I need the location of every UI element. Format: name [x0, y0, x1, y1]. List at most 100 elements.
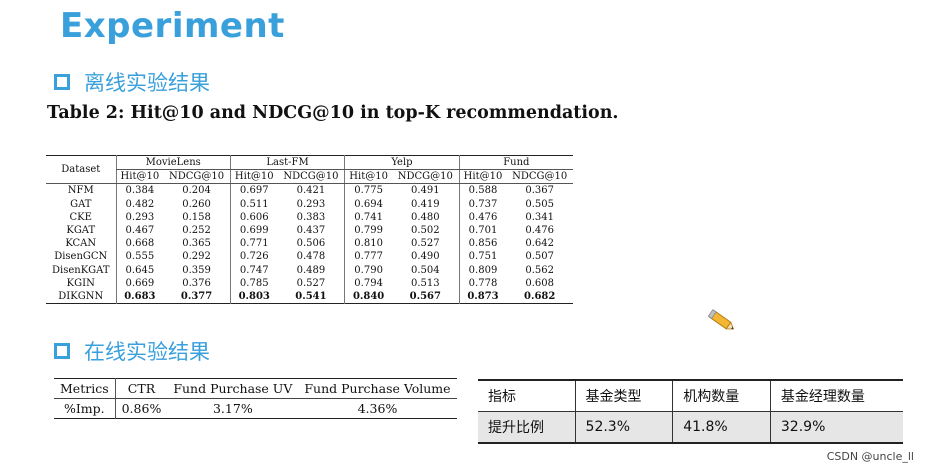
model-name-cell: NFM	[67, 185, 94, 197]
watermark: CSDN @uncle_ll	[826, 450, 914, 463]
online-cell: 0.86%	[114, 398, 168, 419]
score-cell: 0.482	[115, 197, 164, 211]
score-cell: 0.694	[344, 197, 392, 211]
table-row: GAT 0.482 0.260 0.511 0.293 0.694 0.419 0.737 0.…	[46, 197, 573, 211]
score-cell: 0.480	[410, 211, 440, 223]
score-cell: 0.505	[525, 198, 554, 210]
metric-header: Hit@10	[344, 169, 392, 185]
score-cell: 0.377	[180, 290, 213, 302]
score-cell: 0.511	[229, 197, 278, 211]
score-cell: 0.527	[296, 277, 326, 289]
score-cell: 0.489	[296, 264, 326, 276]
table-row: NFM 0.384 0.204 0.697 0.421 0.775 0.491 0.588 0.…	[46, 183, 573, 198]
score-cell: 0.293	[296, 198, 326, 210]
score-cell: 0.737	[458, 197, 507, 211]
score-cell: 0.588	[458, 183, 507, 198]
cn-header-cell: 指标	[478, 380, 576, 412]
score-cell: 0.383	[296, 211, 326, 223]
metric-header: Hit@10	[229, 169, 278, 185]
score-cell: 0.365	[182, 238, 211, 250]
score-cell: 0.799	[344, 223, 392, 238]
square-bullet-icon	[54, 74, 70, 90]
score-cell: 0.567	[409, 290, 441, 302]
score-cell: 0.341	[525, 211, 554, 223]
score-cell: 0.252	[182, 225, 211, 237]
score-cell: 0.726	[229, 250, 278, 264]
score-cell: 0.809	[458, 263, 507, 277]
table-row: DisenGCN 0.555 0.292 0.726 0.478 0.777 0.490 0.…	[46, 250, 573, 264]
score-cell: 0.527	[410, 238, 440, 250]
score-cell: 0.747	[229, 263, 278, 277]
online-cell: 4.36%	[357, 401, 398, 416]
offline-section-heading: 离线实验结果	[54, 67, 210, 97]
score-cell: 0.790	[344, 263, 392, 277]
score-cell: 0.376	[182, 277, 211, 289]
model-name-cell: KGAT	[66, 225, 96, 237]
online-header: Fund Purchase Volume	[298, 378, 457, 399]
table-row: KGIN 0.669 0.376 0.785 0.527 0.794 0.513 0.778 0…	[46, 276, 573, 290]
score-cell: 0.771	[229, 237, 278, 251]
score-cell: 0.562	[525, 264, 554, 276]
score-cell: 0.293	[115, 210, 164, 224]
pencil-icon	[707, 309, 735, 330]
table-row: DIKGNN 0.683 0.377 0.803 0.541 0.840 0.567 0.87…	[46, 289, 573, 304]
score-cell: 0.507	[525, 251, 554, 263]
score-cell: 0.856	[458, 237, 507, 251]
score-cell: 0.384	[115, 183, 164, 198]
cn-value-cell: 提升比例	[478, 411, 576, 443]
metric-header: NDCG@10	[277, 169, 345, 185]
score-cell: 0.541	[295, 290, 327, 302]
metric-header: Hit@10	[458, 169, 507, 185]
score-cell: 0.419	[410, 198, 440, 210]
score-cell: 0.204	[182, 185, 211, 197]
cn-value-cell: 52.3%	[574, 411, 673, 443]
score-cell: 0.555	[115, 250, 164, 264]
score-cell: 0.490	[410, 251, 440, 263]
score-cell: 0.478	[296, 251, 326, 263]
score-cell: 0.476	[525, 225, 554, 237]
score-cell: 0.873	[458, 289, 507, 304]
score-cell: 0.606	[229, 210, 278, 224]
score-cell: 0.778	[458, 276, 507, 290]
model-name-cell: KCAN	[65, 238, 97, 250]
online-header: Fund Purchase UV	[167, 378, 299, 399]
score-cell: 0.697	[229, 183, 278, 198]
results-table: Dataset MovieLens Last-FM Yelp Fund Hit@…	[46, 155, 573, 305]
online-header: Metrics	[54, 378, 116, 399]
online-section-heading: 在线实验结果	[54, 336, 210, 366]
page-title: Experiment	[60, 6, 285, 46]
score-cell: 0.608	[525, 277, 554, 289]
cn-value-cell: 41.8%	[672, 411, 771, 443]
score-cell: 0.794	[344, 276, 392, 290]
score-cell: 0.421	[296, 185, 326, 197]
score-cell: 0.437	[296, 225, 326, 237]
score-cell: 0.513	[410, 277, 440, 289]
score-cell: 0.467	[115, 223, 164, 238]
model-name-cell: CKE	[69, 211, 92, 223]
score-cell: 0.642	[525, 238, 554, 250]
square-bullet-icon	[54, 343, 70, 359]
model-name-cell: DisenGCN	[54, 251, 108, 263]
offline-section-label: 离线实验结果	[84, 71, 210, 95]
table-row: KGAT 0.467 0.252 0.699 0.437 0.799 0.502 0.701 0…	[46, 223, 573, 238]
score-cell: 0.669	[115, 276, 164, 290]
metric-header: NDCG@10	[163, 169, 231, 185]
model-name-cell: GAT	[70, 198, 92, 210]
score-cell: 0.699	[229, 223, 278, 238]
online-cell: %Imp.	[63, 401, 105, 416]
score-cell: 0.506	[296, 238, 326, 250]
score-cell: 0.777	[344, 250, 392, 264]
online-header: CTR	[114, 378, 168, 399]
score-cell: 0.701	[458, 223, 507, 238]
group-header: MovieLens	[115, 155, 231, 171]
score-cell: 0.741	[344, 210, 392, 224]
score-cell: 0.292	[182, 251, 211, 263]
table-row: CKE 0.293 0.158 0.606 0.383 0.741 0.480 0.476 0.…	[46, 210, 573, 224]
model-name-cell: DIKGNN	[58, 290, 104, 302]
score-cell: 0.158	[182, 211, 211, 223]
cn-header-cell: 基金类型	[574, 380, 673, 412]
score-cell: 0.803	[229, 289, 278, 304]
cn-value-cell: 32.9%	[769, 411, 903, 443]
score-cell: 0.682	[524, 290, 556, 302]
score-cell: 0.668	[115, 237, 164, 251]
